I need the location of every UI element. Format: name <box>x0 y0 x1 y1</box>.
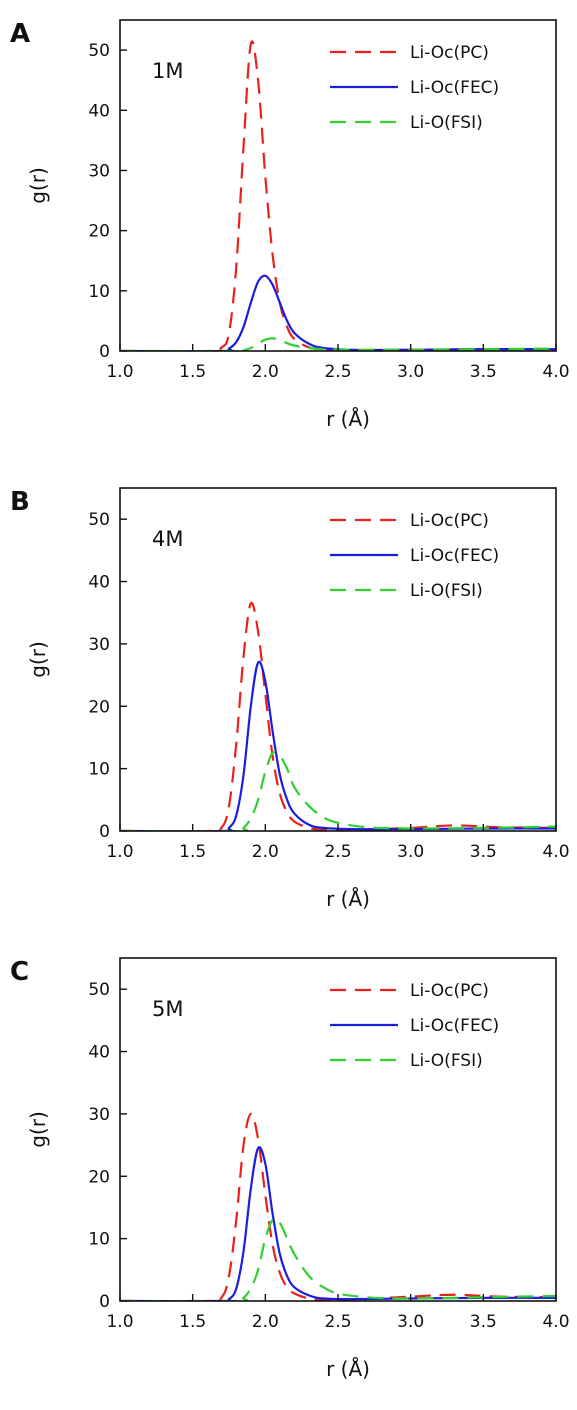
legend-entry: Li-Oc(PC) <box>410 981 489 1001</box>
legend-entry: Li-Oc(FEC) <box>410 1016 499 1036</box>
y-axis-title: g(r) <box>26 167 50 204</box>
y-tick-label: 50 <box>88 510 110 530</box>
x-tick-label: 2.0 <box>252 1312 279 1332</box>
legend-entry: Li-O(FSI) <box>410 113 483 133</box>
y-tick-label: 20 <box>88 697 110 717</box>
legend-entry: Li-Oc(PC) <box>410 511 489 531</box>
y-tick-label: 40 <box>88 101 110 121</box>
series-line-li-o-fsi <box>120 750 556 831</box>
series-line-li-oc-fec <box>120 1146 556 1301</box>
x-tick-label: 3.0 <box>397 842 424 862</box>
y-tick-label: 10 <box>88 760 110 780</box>
y-tick-label: 30 <box>88 161 110 181</box>
legend: Li-Oc(PC) Li-Oc(FEC) Li-O(FSI) <box>330 981 499 1071</box>
y-tick-label: 10 <box>88 282 110 302</box>
x-axis-title: r (Å) <box>326 407 370 431</box>
x-tick-label: 3.0 <box>397 362 424 382</box>
legend: Li-Oc(PC) Li-Oc(FEC) Li-O(FSI) <box>330 43 499 133</box>
chart-panel-c: C 1.0 1.5 2.0 2.5 3.0 3.5 4.0 0 10 20 30 40 50 r (Å) g(… <box>10 957 570 1381</box>
x-tick-label: 4.0 <box>542 1312 569 1332</box>
x-tick-label: 1.5 <box>179 842 206 862</box>
x-tick-label: 2.0 <box>252 842 279 862</box>
series-line-li-o-fsi <box>120 337 556 351</box>
x-tick-label: 3.5 <box>470 842 497 862</box>
series-line-li-oc-pc <box>120 601 556 831</box>
y-tick-label: 20 <box>88 1167 110 1187</box>
y-tick-label: 50 <box>88 980 110 1000</box>
x-axis-title: r (Å) <box>326 1357 370 1381</box>
plot-frame <box>119 487 557 832</box>
x-tick-label: 3.5 <box>470 362 497 382</box>
x-tick-label: 4.0 <box>542 362 569 382</box>
x-axis-title: r (Å) <box>326 887 370 911</box>
x-tick-label: 1.0 <box>106 362 133 382</box>
x-tick-label: 2.5 <box>324 362 351 382</box>
concentration-label: 5M <box>152 997 183 1021</box>
panel-label: A <box>10 19 30 49</box>
legend-entry: Li-O(FSI) <box>410 1051 483 1071</box>
series-line-li-oc-fec <box>120 660 556 831</box>
y-tick-label: 30 <box>88 1105 110 1125</box>
series-line-li-oc-fec <box>120 274 556 351</box>
concentration-label: 4M <box>152 527 183 551</box>
panel-label: B <box>10 487 30 517</box>
y-tick-label: 30 <box>88 635 110 655</box>
x-tick-label: 2.5 <box>324 1312 351 1332</box>
series-lines <box>120 601 556 831</box>
legend-entry: Li-O(FSI) <box>410 581 483 601</box>
y-tick-label: 0 <box>99 822 110 842</box>
y-tick-label: 40 <box>88 1043 110 1063</box>
x-tick-label: 2.5 <box>324 842 351 862</box>
y-tick-label: 40 <box>88 573 110 593</box>
chart-panel-b: B 1.0 1.5 2.0 2.5 3.0 3.5 4.0 0 10 20 30 40 50 r (Å) g(… <box>10 487 570 911</box>
concentration-label: 1M <box>152 59 183 83</box>
y-tick-label: 0 <box>99 1292 110 1312</box>
y-tick-label: 10 <box>88 1230 110 1250</box>
legend-entry: Li-Oc(FEC) <box>410 78 499 98</box>
x-tick-label: 1.0 <box>106 842 133 862</box>
y-axis-title: g(r) <box>26 641 50 678</box>
x-tick-label: 3.0 <box>397 1312 424 1332</box>
panel-label: C <box>10 957 29 987</box>
x-tick-label: 1.0 <box>106 1312 133 1332</box>
series-line-li-o-fsi <box>120 1217 556 1301</box>
y-tick-label: 20 <box>88 222 110 242</box>
legend-entry: Li-Oc(PC) <box>410 43 489 63</box>
plot-frame <box>119 19 557 352</box>
series-lines <box>120 1112 556 1301</box>
chart-panel-a: A 1.0 1.5 2.0 2.5 3.0 3.5 4.0 0 10 20 30 40 50 r (Å) g(… <box>10 19 570 431</box>
x-tick-label: 3.5 <box>470 1312 497 1332</box>
y-tick-label: 0 <box>99 342 110 362</box>
x-tick-label: 1.5 <box>179 362 206 382</box>
series-line-li-oc-pc <box>120 1112 556 1301</box>
x-tick-label: 1.5 <box>179 1312 206 1332</box>
plot-frame <box>119 957 557 1302</box>
legend: Li-Oc(PC) Li-Oc(FEC) Li-O(FSI) <box>330 511 499 601</box>
y-tick-label: 50 <box>88 41 110 61</box>
x-tick-label: 2.0 <box>252 362 279 382</box>
x-tick-label: 4.0 <box>542 842 569 862</box>
y-axis-title: g(r) <box>26 1111 50 1148</box>
legend-entry: Li-Oc(FEC) <box>410 546 499 566</box>
